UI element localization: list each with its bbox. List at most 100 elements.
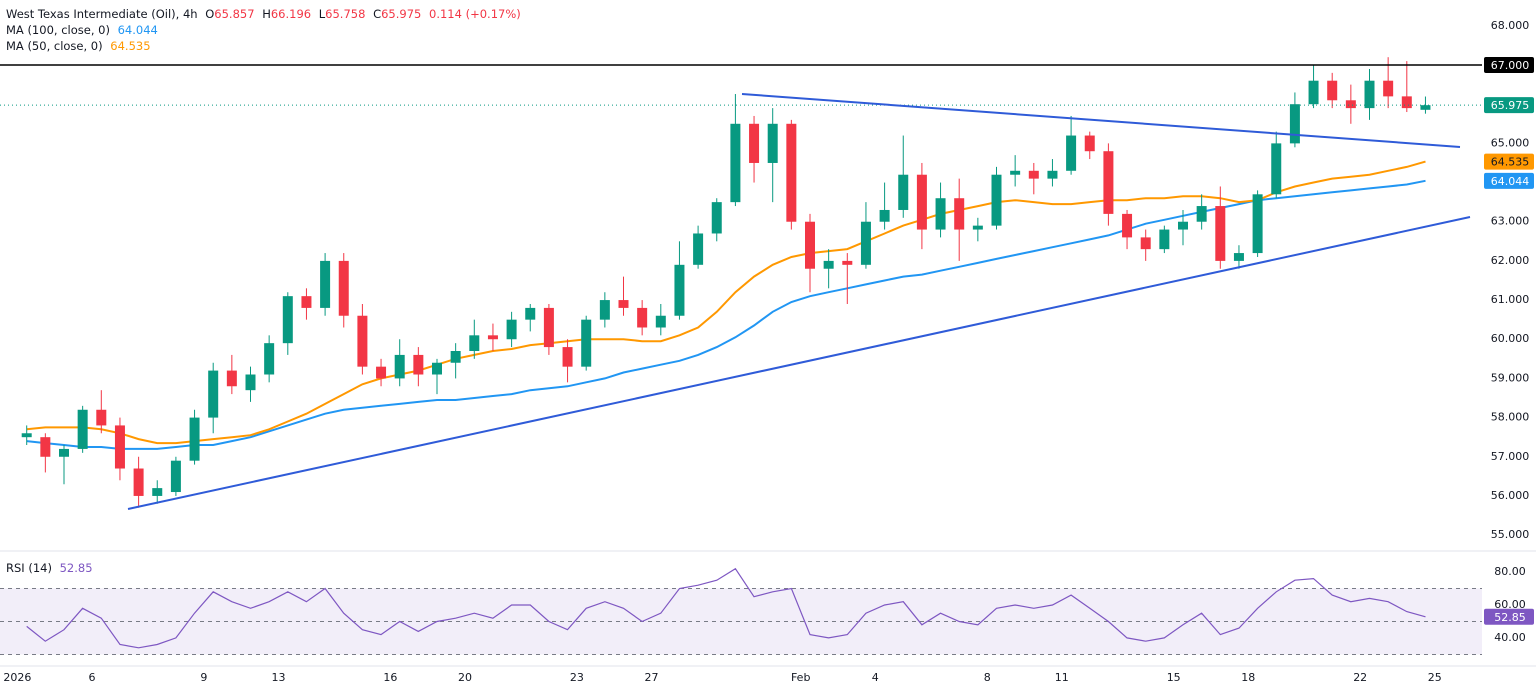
support-trendline	[127, 216, 1471, 510]
y-tick-label: 58.000	[1491, 411, 1530, 424]
candle-body	[1345, 100, 1356, 109]
indicator-value: 64.535	[110, 39, 151, 53]
candle-body	[898, 174, 909, 210]
level-label-bg	[1484, 57, 1534, 74]
ma-value-label: 64.044	[1491, 175, 1530, 188]
ma-value-label-bg	[1484, 172, 1534, 189]
x-tick-label: 9	[200, 671, 207, 684]
x-tick-label: 11	[1055, 671, 1069, 684]
ma-value-label-bg	[1484, 153, 1534, 170]
candle-body	[1010, 170, 1021, 175]
marks-layer	[0, 57, 1482, 655]
candle-body	[1140, 237, 1151, 250]
indicator-value: 64.044	[117, 23, 158, 37]
ohlc-value: 65.975	[381, 7, 422, 21]
x-tick-label: 15	[1167, 671, 1181, 684]
candle-body	[133, 468, 144, 496]
level-label: 67.000	[1491, 59, 1530, 72]
candle-body	[1383, 80, 1394, 97]
symbol-title: West Texas Intermediate (Oil), 4h	[6, 7, 198, 21]
ohlc-open: O65.857	[205, 7, 254, 21]
y-tick-label: 65.000	[1491, 136, 1530, 149]
candle-body	[1233, 253, 1244, 261]
candle-body	[1252, 194, 1263, 254]
candle-body	[170, 460, 181, 493]
last-price-label-bg	[1484, 97, 1534, 114]
x-tick-label: 27	[645, 671, 659, 684]
candle-body	[1159, 229, 1170, 250]
candle-body	[1327, 80, 1338, 101]
rsi-line	[26, 567, 1426, 649]
ohlc-value: 65.758	[325, 7, 366, 21]
candle-body	[637, 307, 648, 328]
candle-body	[469, 335, 480, 351]
x-tick-label: 22	[1353, 671, 1367, 684]
candle-body	[1289, 104, 1300, 144]
candle-body	[96, 409, 107, 426]
y-tick-label: 80.00	[1494, 565, 1526, 578]
candle-body	[1401, 96, 1412, 109]
candle-body	[767, 123, 778, 163]
candle-body	[1364, 80, 1375, 109]
candle-body	[357, 315, 368, 367]
candle-body	[655, 315, 666, 328]
y-tick-label: 68.000	[1491, 19, 1530, 32]
candle-body	[1308, 80, 1319, 105]
candle-body	[525, 307, 536, 320]
x-tick-label: 4	[872, 671, 879, 684]
ohlc-close: C65.975	[373, 7, 421, 21]
candle-body	[320, 260, 331, 308]
candle-body	[954, 198, 965, 230]
candle-body	[59, 448, 69, 457]
ohlc-value: 65.857	[214, 7, 255, 21]
indicator-name: RSI (14)	[6, 561, 52, 575]
candle-body	[599, 300, 610, 320]
candle-body	[506, 319, 517, 340]
x-tick-label: 16	[383, 671, 397, 684]
candle-body	[1066, 135, 1077, 171]
y-tick-label: 60.000	[1491, 332, 1530, 345]
candle-body	[1178, 221, 1188, 230]
resistance-trendline	[741, 93, 1461, 148]
candle-body	[1271, 143, 1282, 195]
candle-body	[1047, 170, 1058, 179]
candle-body	[394, 354, 405, 379]
candle-body	[40, 437, 51, 457]
overlay-layer: 68.00067.00066.00065.00064.00063.00062.0…	[3, 19, 1534, 684]
indicator-value: 52.85	[59, 561, 93, 575]
candle-body	[1420, 105, 1431, 110]
y-tick-label: 40.00	[1494, 631, 1526, 644]
y-tick-label: 59.000	[1491, 371, 1530, 384]
y-tick-label: 56.000	[1491, 489, 1530, 502]
candle-body	[376, 366, 387, 379]
y-tick-label: 61.000	[1491, 293, 1530, 306]
y-tick-label: 63.000	[1491, 215, 1530, 228]
x-tick-label: 8	[984, 671, 991, 684]
x-tick-label: 18	[1241, 671, 1255, 684]
ohlc-low: L65.758	[319, 7, 366, 21]
candle-body	[916, 174, 927, 230]
candle-body	[114, 425, 125, 469]
x-tick-label: Feb	[791, 671, 810, 684]
candle-body	[581, 319, 592, 367]
x-tick-label: 20	[458, 671, 472, 684]
candle-body	[1215, 206, 1226, 261]
candle-body	[301, 296, 312, 308]
candle-body	[543, 307, 554, 348]
candle-body	[693, 233, 704, 265]
candle-body	[618, 300, 629, 308]
ma-value-label: 64.535	[1491, 156, 1530, 169]
x-tick-label: 2026	[3, 671, 31, 684]
indicator-name: MA (50, close, 0)	[6, 39, 103, 53]
candle-body	[338, 260, 349, 316]
candle-body	[152, 488, 163, 496]
candle-body	[282, 296, 293, 344]
candle-body	[823, 260, 834, 269]
candle-body	[711, 202, 722, 234]
candle-body	[264, 343, 275, 375]
candle-body	[208, 370, 219, 418]
x-tick-label: 6	[89, 671, 96, 684]
candle-body	[226, 370, 237, 387]
candle-body	[991, 174, 1002, 226]
